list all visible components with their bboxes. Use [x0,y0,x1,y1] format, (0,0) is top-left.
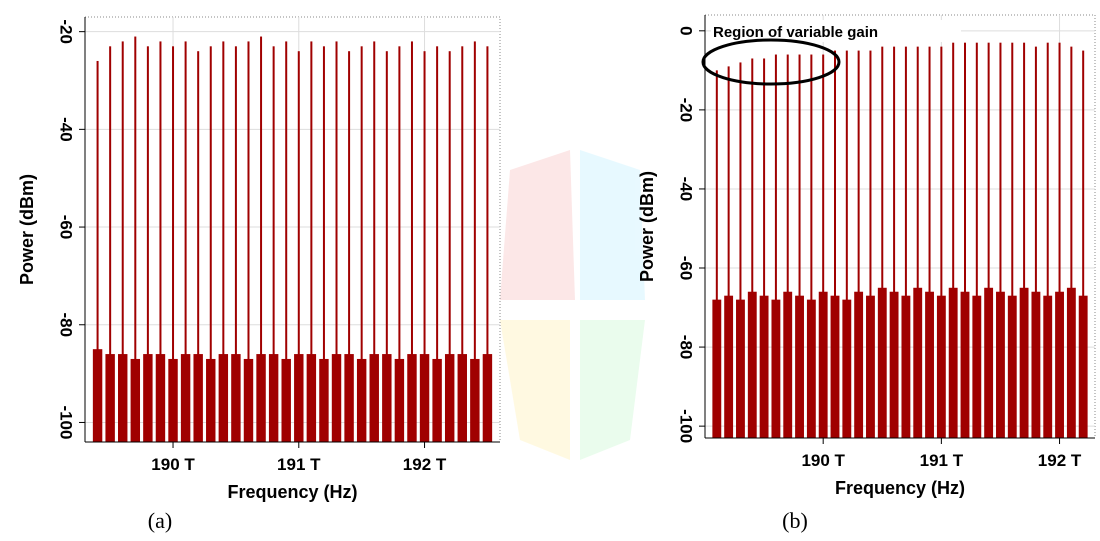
peak [109,46,112,443]
x-tick-label: 192 T [1038,451,1082,470]
x-tick-label: 192 T [403,455,447,474]
peak [1023,42,1026,438]
caption: (a) [148,508,172,533]
peak [322,46,325,443]
y-tick-label: -20 [677,98,696,123]
peak [786,54,789,438]
y-tick-label: -60 [677,256,696,281]
peak [857,50,860,439]
peak [798,54,801,438]
peak [159,41,162,442]
x-tick-label: 191 T [277,455,321,474]
y-tick-label: -60 [57,215,76,240]
peak [121,41,124,442]
plot: -100 -80 -60 -40 -20 0 190 T 191 T 192 T Power (d… [637,14,1096,533]
peak [146,46,149,443]
peak [893,46,896,439]
annotation-bg [711,20,961,42]
peak [348,51,351,442]
peak [845,50,848,439]
x-axis-title: Frequency (Hz) [227,482,357,502]
peak [360,46,363,443]
peak [209,46,212,443]
peak [172,46,175,443]
peak [763,58,766,438]
peak [473,41,476,442]
peak [727,66,730,439]
annotation-ellipse [701,38,841,86]
x-tick-label: 191 T [920,451,964,470]
peak [184,41,187,442]
peak [822,54,825,438]
peak [940,46,943,439]
peak [222,41,225,442]
peak [197,51,200,442]
peak [751,58,754,438]
peak [964,42,966,438]
x-tick-label: 190 T [801,451,845,470]
peak [1058,42,1061,438]
peak [373,41,376,442]
peak [247,41,250,442]
y-axis-title: Power (dBm) [637,171,657,282]
plot-area [84,16,501,443]
peak [272,46,275,443]
peak [423,51,426,442]
peak [739,62,742,439]
peak [486,46,489,443]
peak [975,42,978,438]
peak [436,46,439,443]
peak [297,51,300,442]
peak [1011,42,1014,438]
y-tick-label: -40 [677,177,696,202]
x-tick-label: 190 T [151,455,195,474]
peak [96,60,99,443]
peak [134,36,137,443]
peak [774,54,777,438]
y-tick-label: -20 [57,19,76,44]
y-tick-label: -100 [677,409,696,443]
y-tick-label: -80 [677,335,696,360]
peak [715,70,718,438]
peak [904,46,907,439]
x-axis-title: Frequency (Hz) [835,478,965,498]
peak [1070,46,1073,439]
peak [285,41,288,442]
peak [410,41,413,442]
caption: (b) [782,508,808,533]
annotation: Region of variable gain [713,24,878,41]
peak [999,42,1002,438]
peak [448,51,451,442]
y-tick-label: -80 [57,312,76,337]
peak [834,50,836,439]
peak [461,46,464,443]
plot: -100 -80 -60 -40 -20 190 T 191 T 192 T Power (dB… [17,16,501,533]
peak [1034,46,1037,439]
peak [928,46,931,439]
peak [385,51,388,442]
peak [234,46,237,443]
y-axis-title: Power (dBm) [17,174,37,285]
watermark [500,150,645,460]
y-tick-label: -100 [57,405,76,439]
peak [881,46,884,439]
y-tick-label: -40 [57,117,76,142]
peak [869,50,872,439]
peak [310,41,313,442]
peak [335,41,338,442]
peak [952,42,955,438]
peak [916,46,919,439]
peak [1046,42,1049,438]
peak [987,42,990,438]
peak [260,36,263,443]
peak [1082,50,1085,439]
plot-area [704,14,1096,439]
y-tick-label: 0 [677,26,696,35]
peak [398,46,401,443]
peak [810,54,813,438]
